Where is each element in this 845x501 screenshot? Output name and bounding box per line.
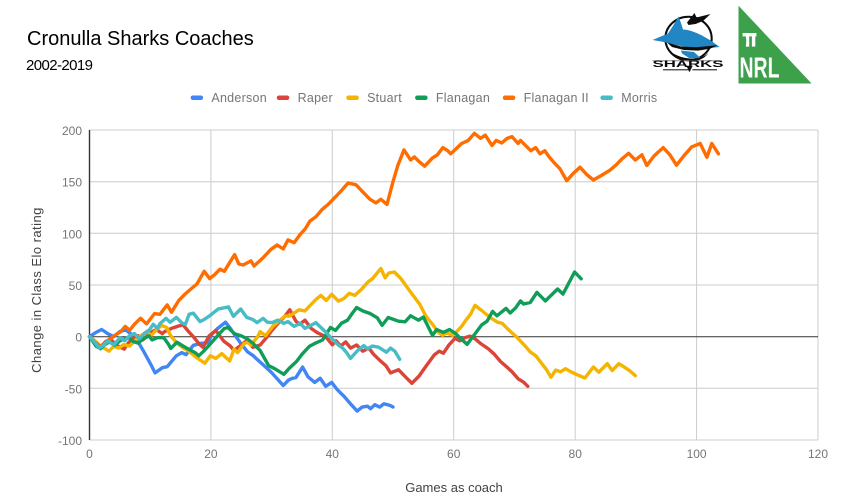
- svg-text:Change in Class Elo rating: Change in Class Elo rating: [29, 207, 44, 373]
- svg-text:150: 150: [62, 176, 82, 190]
- svg-text:Morris: Morris: [621, 91, 657, 105]
- svg-text:Anderson: Anderson: [211, 91, 267, 105]
- svg-text:2002-2019: 2002-2019: [26, 57, 93, 74]
- svg-text:Stuart: Stuart: [367, 91, 402, 105]
- svg-text:60: 60: [447, 447, 461, 461]
- svg-text:80: 80: [569, 447, 583, 461]
- svg-text:200: 200: [62, 124, 82, 138]
- svg-text:40: 40: [326, 447, 340, 461]
- svg-text:120: 120: [808, 447, 828, 461]
- svg-text:Games as coach: Games as coach: [405, 480, 503, 495]
- svg-text:100: 100: [687, 447, 707, 461]
- svg-text:Flanagan II: Flanagan II: [524, 91, 589, 105]
- svg-text:Cronulla Sharks Coaches: Cronulla Sharks Coaches: [27, 28, 254, 50]
- svg-text:100: 100: [62, 227, 82, 241]
- svg-text:NRL: NRL: [740, 53, 780, 85]
- svg-text:Raper: Raper: [298, 91, 333, 105]
- svg-text:20: 20: [204, 447, 218, 461]
- svg-text:50: 50: [69, 279, 83, 293]
- svg-text:-100: -100: [58, 434, 82, 448]
- svg-text:-50: -50: [65, 382, 83, 396]
- svg-text:SHARKS: SHARKS: [653, 59, 724, 69]
- svg-text:Flanagan: Flanagan: [436, 91, 490, 105]
- svg-text:0: 0: [86, 447, 93, 461]
- svg-text:0: 0: [75, 331, 82, 345]
